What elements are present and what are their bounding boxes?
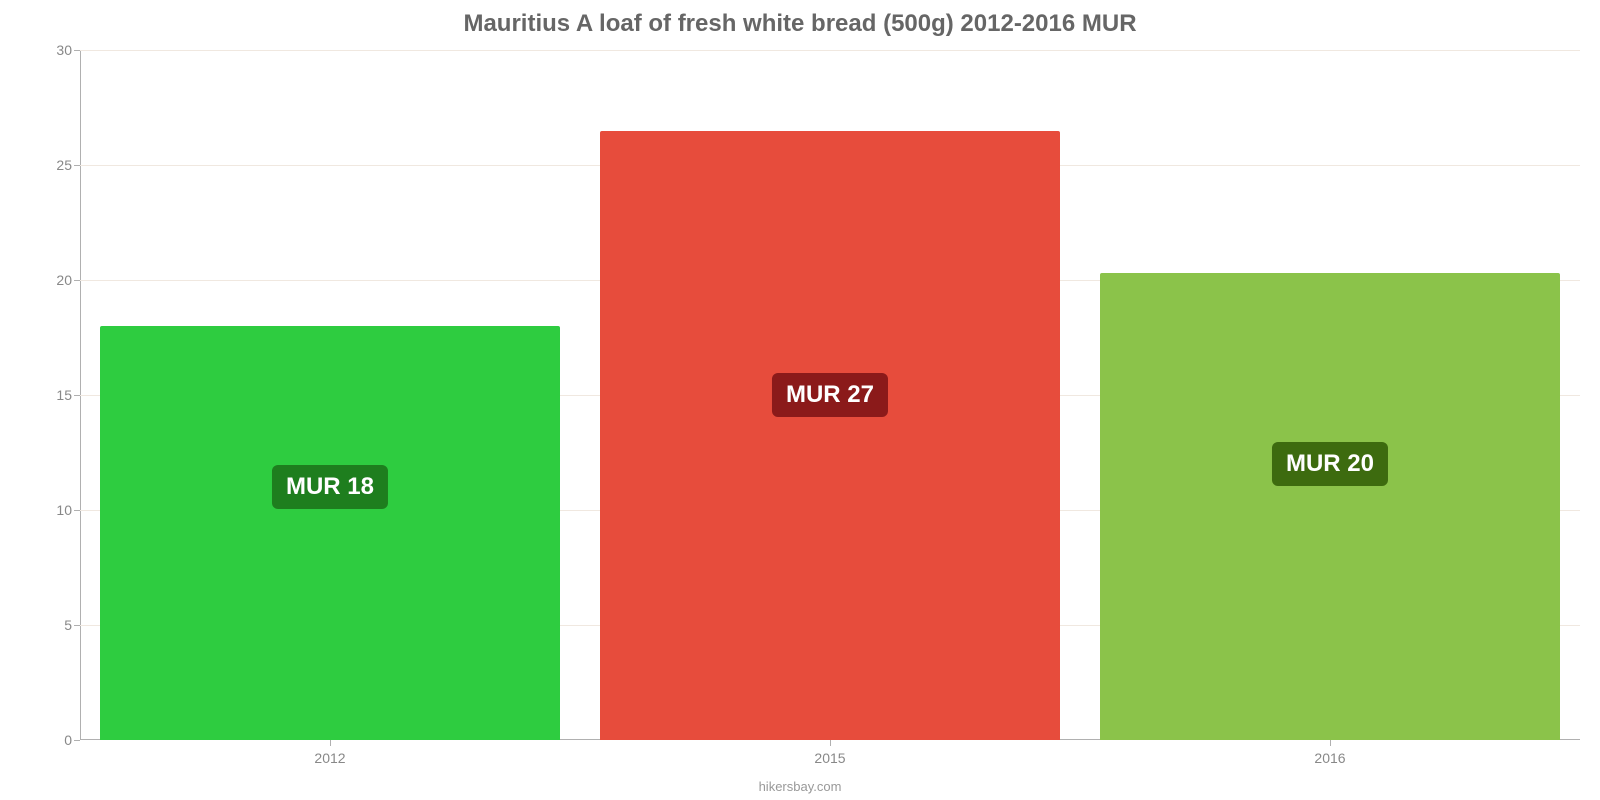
y-tick-label: 30 <box>12 42 72 58</box>
x-tick-mark <box>830 740 831 746</box>
y-tick-mark <box>74 740 80 741</box>
bar-value-label: MUR 18 <box>272 465 388 509</box>
bar <box>600 131 1060 741</box>
x-tick-mark <box>1330 740 1331 746</box>
gridline <box>80 50 1580 51</box>
x-tick-label: 2016 <box>1314 750 1345 766</box>
y-tick-label: 10 <box>12 502 72 518</box>
y-tick-mark <box>74 280 80 281</box>
y-tick-label: 15 <box>12 387 72 403</box>
plot-area: 0510152025302012MUR 182015MUR 272016MUR … <box>80 50 1580 740</box>
chart-container: Mauritius A loaf of fresh white bread (5… <box>0 0 1600 800</box>
chart-title: Mauritius A loaf of fresh white bread (5… <box>0 0 1600 44</box>
y-tick-mark <box>74 395 80 396</box>
x-tick-label: 2015 <box>814 750 845 766</box>
y-tick-mark <box>74 165 80 166</box>
y-tick-mark <box>74 510 80 511</box>
y-tick-mark <box>74 50 80 51</box>
attribution-text: hikersbay.com <box>759 779 842 794</box>
y-tick-label: 5 <box>12 617 72 633</box>
bar-value-label: MUR 20 <box>1272 442 1388 486</box>
x-tick-mark <box>330 740 331 746</box>
y-tick-mark <box>74 625 80 626</box>
x-tick-label: 2012 <box>314 750 345 766</box>
y-tick-label: 0 <box>12 732 72 748</box>
y-tick-label: 25 <box>12 157 72 173</box>
bar <box>1100 273 1560 740</box>
bar <box>100 326 560 740</box>
bar-value-label: MUR 27 <box>772 373 888 417</box>
y-tick-label: 20 <box>12 272 72 288</box>
